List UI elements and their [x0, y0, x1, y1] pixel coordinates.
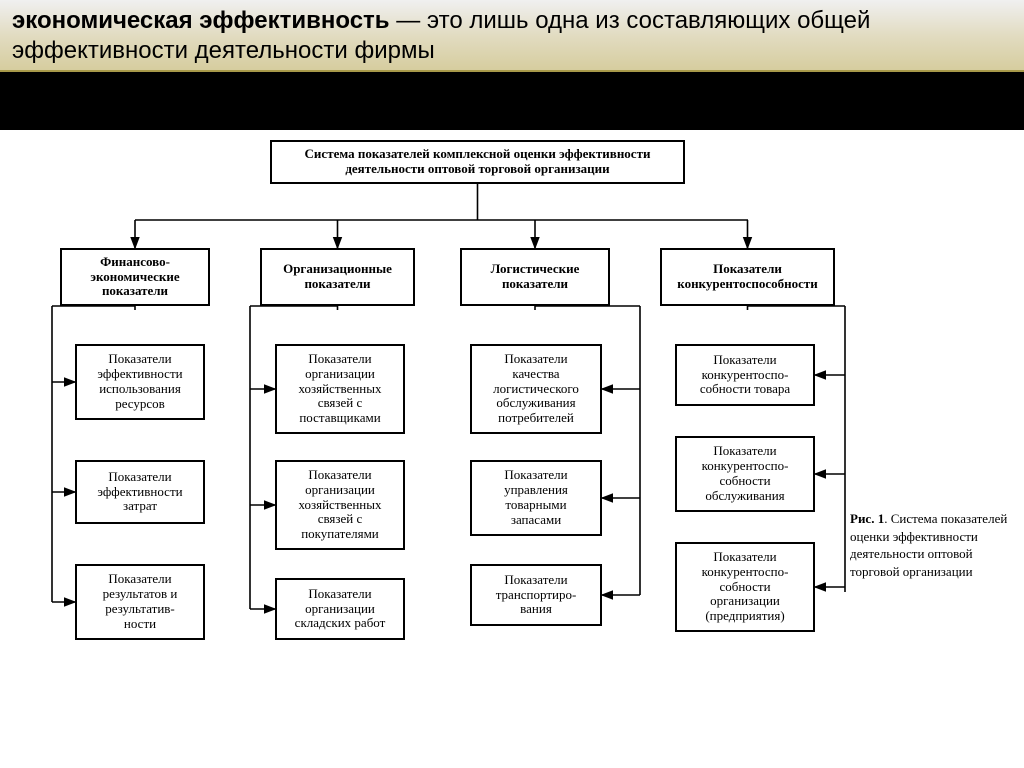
leaf-l12: Показателиэффективностизатрат: [75, 460, 205, 524]
leaf-l32: Показателиуправлениятоварнымизапасами: [470, 460, 602, 536]
leaf-l22: Показателиорганизациихозяйственныхсвязей…: [275, 460, 405, 550]
title-bold: экономическая эффективность: [12, 7, 390, 34]
leaf-l31: Показателикачествалогистическогообслужив…: [470, 344, 602, 434]
page-title: экономическая эффективность — это лишь о…: [12, 6, 1012, 66]
diagram: Система показателей комплексной оценки э…: [0, 130, 1024, 768]
category-c3: Логистическиепоказатели: [460, 248, 610, 306]
figure-caption: Рис. 1. Система показателей оценки эффек…: [850, 510, 1020, 580]
black-band: [0, 72, 1024, 130]
leaf-l33: Показателитранспортиро-вания: [470, 564, 602, 626]
leaf-l13: Показателирезультатов ирезультатив-ности: [75, 564, 205, 640]
category-c4: Показателиконкурентоспособности: [660, 248, 835, 306]
root-box: Система показателей комплексной оценки э…: [270, 140, 685, 184]
connector-lines: [0, 130, 1024, 768]
leaf-l21: Показателиорганизациихозяйственныхсвязей…: [275, 344, 405, 434]
title-band: экономическая эффективность — это лишь о…: [0, 0, 1024, 72]
leaf-l11: Показателиэффективностииспользованияресу…: [75, 344, 205, 420]
leaf-l23: Показателиорганизациискладских работ: [275, 578, 405, 640]
category-c2: Организационныепоказатели: [260, 248, 415, 306]
leaf-l42: Показателиконкурентоспо-собностиобслужив…: [675, 436, 815, 512]
leaf-l41: Показателиконкурентоспо-собности товара: [675, 344, 815, 406]
leaf-l43: Показателиконкурентоспо-собностиорганиза…: [675, 542, 815, 632]
category-c1: Финансово-экономическиепоказатели: [60, 248, 210, 306]
